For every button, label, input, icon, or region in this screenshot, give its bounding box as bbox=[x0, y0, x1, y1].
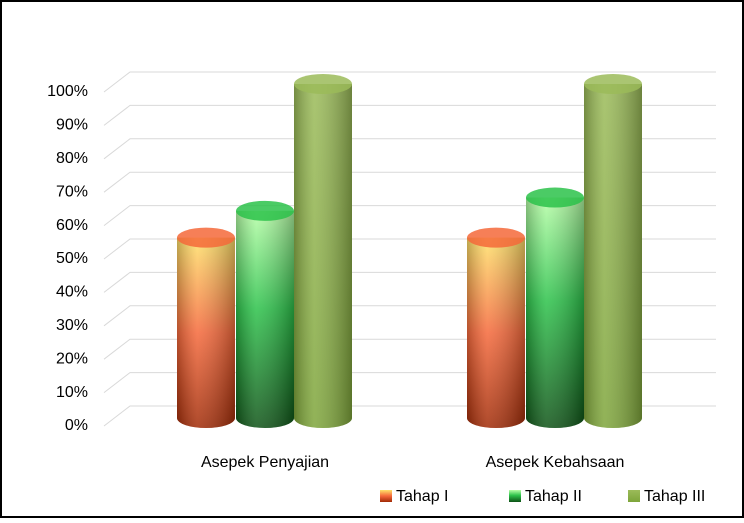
bar-shade bbox=[294, 84, 352, 428]
bar bbox=[526, 187, 584, 428]
bar-top bbox=[236, 200, 294, 221]
y-tick-label: 50% bbox=[56, 250, 88, 267]
legend-swatch bbox=[509, 490, 521, 502]
y-tick-label: 0% bbox=[65, 417, 88, 434]
legend-label: Tahap III bbox=[644, 488, 705, 505]
bar bbox=[236, 200, 294, 428]
bar-top bbox=[467, 227, 525, 248]
y-tick-label: 30% bbox=[56, 317, 88, 334]
bar-top bbox=[526, 187, 584, 208]
bar-shade bbox=[177, 237, 235, 428]
y-tick-label: 80% bbox=[56, 150, 88, 167]
x-tick-label: Asepek Penyajian bbox=[201, 454, 329, 471]
bar-shade bbox=[236, 210, 294, 428]
bar bbox=[177, 227, 235, 428]
y-tick-label: 40% bbox=[56, 284, 88, 301]
legend-swatch bbox=[380, 490, 392, 502]
legend-swatch bbox=[628, 490, 640, 502]
x-tick-label: Asepek Kebahsaan bbox=[486, 454, 625, 471]
bar bbox=[467, 227, 525, 428]
grid-line bbox=[103, 171, 716, 193]
bar-shade bbox=[526, 197, 584, 428]
grid-line bbox=[103, 71, 716, 93]
bar-shade bbox=[467, 237, 525, 428]
grid-line bbox=[103, 205, 716, 226]
legend-label: Tahap II bbox=[525, 488, 582, 505]
bar-top bbox=[177, 227, 235, 248]
y-tick-label: 70% bbox=[56, 183, 88, 200]
y-tick-label: 100% bbox=[47, 83, 88, 100]
y-tick-label: 60% bbox=[56, 217, 88, 234]
grid-line bbox=[103, 138, 716, 160]
bar-top bbox=[584, 74, 642, 94]
y-tick-label: 20% bbox=[56, 350, 88, 367]
bar bbox=[584, 74, 642, 428]
y-tick-label: 90% bbox=[56, 117, 88, 134]
bar-shade bbox=[584, 84, 642, 428]
bar bbox=[294, 74, 352, 428]
grid-line bbox=[103, 104, 716, 126]
y-tick-label: 10% bbox=[56, 384, 88, 401]
bar-top bbox=[294, 74, 352, 94]
legend-label: Tahap I bbox=[396, 488, 448, 505]
